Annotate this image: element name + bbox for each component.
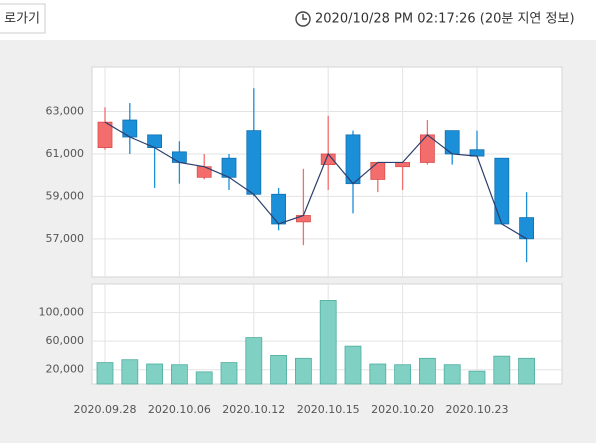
candle-body — [246, 130, 262, 195]
y-tick-label: 20,000 — [46, 363, 85, 376]
clock-icon — [295, 11, 311, 27]
candle-body — [171, 151, 187, 163]
x-tick-label: 2020.10.15 — [297, 403, 360, 416]
timestamp: 2020/10/28 PM 02:17:26 (20분 지연 정보) — [315, 12, 575, 27]
x-tick-label: 2020.10.12 — [222, 403, 285, 416]
volume-bar — [518, 357, 535, 385]
x-tick-label: 2020.10.20 — [371, 403, 434, 416]
close-line — [104, 121, 527, 240]
volume-bar — [468, 370, 486, 385]
volume-bar — [443, 364, 461, 385]
volume-bar — [418, 357, 436, 385]
y-tick-label: 57,000 — [46, 232, 85, 245]
volume-bar — [220, 362, 238, 385]
x-tick-label: 2020.09.28 — [74, 403, 137, 416]
volume-bar — [394, 364, 412, 385]
y-tick-label: 63,000 — [46, 105, 85, 118]
volume-bar — [270, 355, 288, 385]
y-tick-label: 100,000 — [39, 306, 85, 319]
volume-bar — [170, 364, 188, 385]
x-tick-label: 2020.10.23 — [446, 403, 509, 416]
y-tick-label: 61,000 — [46, 147, 85, 160]
y-tick-label: 59,000 — [46, 189, 85, 202]
volume-bar — [195, 371, 213, 385]
price-panel — [91, 66, 563, 278]
candle-body — [97, 121, 113, 149]
x-tick-label: 2020.10.06 — [148, 403, 211, 416]
volume-bar — [121, 359, 139, 385]
candle-body — [295, 215, 311, 223]
candle-body — [370, 162, 386, 180]
shortcut-label[interactable]: 로가기 — [4, 12, 40, 27]
volume-bar — [294, 357, 312, 385]
volume-bar — [245, 337, 263, 385]
volume-bar — [369, 363, 387, 385]
candle-body — [271, 193, 287, 225]
volume-bar — [146, 363, 164, 385]
candle-body — [345, 134, 361, 185]
shortcut-button[interactable] — [0, 3, 46, 34]
candle-body — [494, 157, 510, 225]
candle-body — [221, 157, 237, 178]
volume-bar — [344, 345, 362, 385]
candle-body — [395, 162, 411, 168]
volume-bar — [96, 362, 114, 385]
volume-bar — [319, 300, 337, 385]
volume-bar — [493, 355, 511, 385]
y-tick-label: 60,000 — [46, 334, 85, 347]
candle-body — [519, 217, 534, 240]
